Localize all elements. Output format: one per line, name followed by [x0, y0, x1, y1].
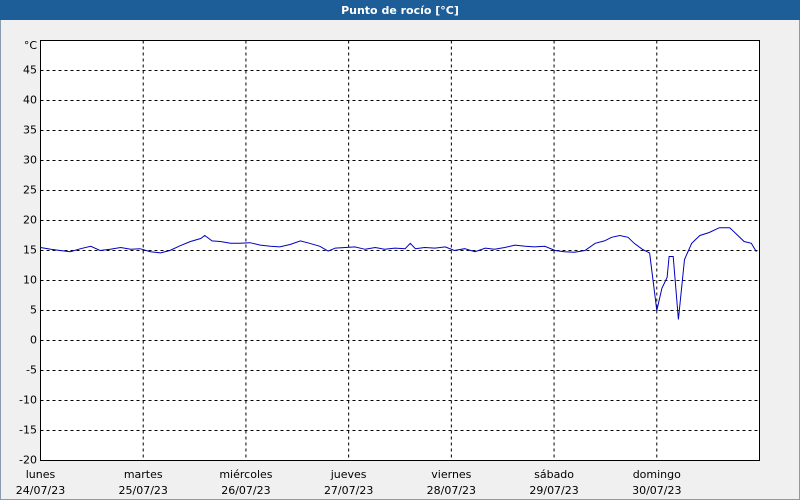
x-tick-date: 28/07/23: [427, 484, 476, 497]
y-tick-label: 25: [23, 184, 37, 197]
x-tick-date: 30/07/23: [632, 484, 681, 497]
x-tick-label: lunes: [26, 468, 56, 481]
y-tick-label: 15: [23, 244, 37, 257]
y-tick-label: -10: [19, 394, 37, 407]
x-tick-date: 24/07/23: [16, 484, 65, 497]
x-tick-label: viernes: [431, 468, 471, 481]
y-tick-label: 5: [30, 304, 37, 317]
x-tick-date: 26/07/23: [221, 484, 270, 497]
y-tick-label: -5: [26, 364, 37, 377]
title-bar: [0, 0, 800, 20]
x-tick-date: 25/07/23: [119, 484, 168, 497]
plot-area: [40, 40, 760, 461]
y-tick-label: 0: [30, 334, 37, 347]
y-tick-label: 30: [23, 154, 37, 167]
x-tick-label: jueves: [330, 468, 367, 481]
y-tick-label: 40: [23, 94, 37, 107]
y-tick-label: -15: [19, 424, 37, 437]
y-tick-label: -20: [19, 454, 37, 467]
y-tick-label: 20: [23, 214, 37, 227]
y-tick-label: 10: [23, 274, 37, 287]
x-tick-label: sábado: [534, 468, 574, 481]
y-unit: °C: [24, 39, 38, 52]
x-tick-date: 29/07/23: [529, 484, 578, 497]
x-tick-label: martes: [124, 468, 163, 481]
x-tick-date: 27/07/23: [324, 484, 373, 497]
chart-title: Punto de rocío [°C]: [341, 4, 459, 17]
x-tick-label: domingo: [633, 468, 681, 481]
x-tick-label: miércoles: [219, 468, 272, 481]
line-series: [40, 227, 757, 320]
y-tick-label: 35: [23, 124, 37, 137]
y-tick-label: 45: [23, 64, 37, 77]
